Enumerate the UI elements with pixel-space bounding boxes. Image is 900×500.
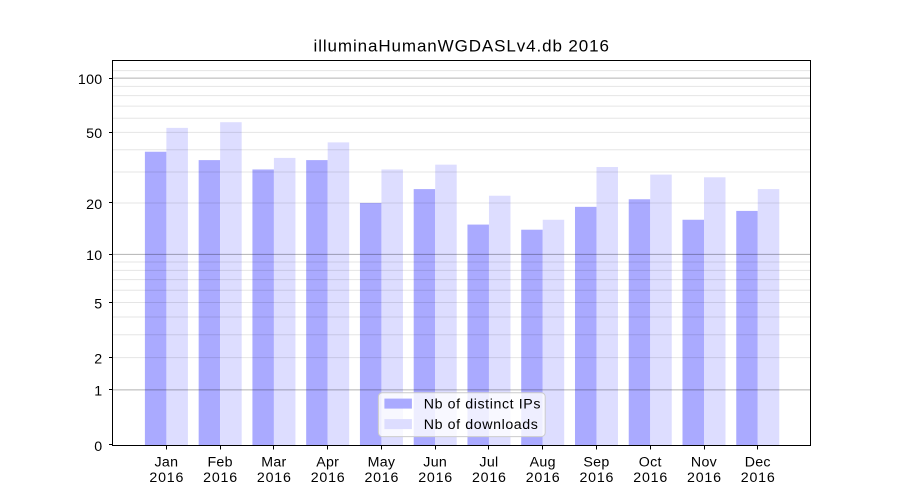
svg-text:Jan: Jan — [155, 455, 179, 471]
svg-text:2: 2 — [94, 351, 102, 367]
svg-text:Nb of downloads: Nb of downloads — [424, 417, 539, 433]
svg-text:10: 10 — [86, 248, 102, 264]
svg-text:Apr: Apr — [316, 455, 339, 471]
svg-text:20: 20 — [86, 197, 102, 213]
svg-text:2016: 2016 — [149, 470, 184, 486]
svg-text:2016: 2016 — [687, 470, 722, 486]
svg-text:Mar: Mar — [261, 455, 286, 471]
svg-text:Sep: Sep — [583, 455, 609, 471]
svg-text:2016: 2016 — [311, 470, 346, 486]
svg-text:2016: 2016 — [526, 470, 561, 486]
svg-text:100: 100 — [78, 72, 103, 88]
svg-text:2016: 2016 — [741, 470, 776, 486]
svg-text:2016: 2016 — [203, 470, 238, 486]
svg-text:Aug: Aug — [530, 455, 556, 471]
svg-text:Nb of distinct IPs: Nb of distinct IPs — [424, 397, 541, 413]
svg-text:May: May — [368, 455, 396, 471]
svg-text:2016: 2016 — [579, 470, 614, 486]
svg-text:2016: 2016 — [418, 470, 453, 486]
svg-text:Oct: Oct — [639, 455, 662, 471]
svg-text:Feb: Feb — [207, 455, 232, 471]
svg-text:Nov: Nov — [691, 455, 718, 471]
svg-text:2016: 2016 — [257, 470, 292, 486]
svg-text:2016: 2016 — [364, 470, 399, 486]
svg-text:Jun: Jun — [423, 455, 447, 471]
svg-text:illuminaHumanWGDASLv4.db 2016: illuminaHumanWGDASLv4.db 2016 — [314, 36, 610, 55]
svg-text:0: 0 — [94, 439, 102, 455]
svg-text:1: 1 — [94, 384, 102, 400]
svg-text:2016: 2016 — [472, 470, 507, 486]
svg-text:Dec: Dec — [745, 455, 771, 471]
svg-text:Jul: Jul — [479, 455, 498, 471]
svg-text:5: 5 — [94, 296, 102, 312]
svg-text:2016: 2016 — [633, 470, 668, 486]
svg-text:50: 50 — [86, 126, 102, 142]
